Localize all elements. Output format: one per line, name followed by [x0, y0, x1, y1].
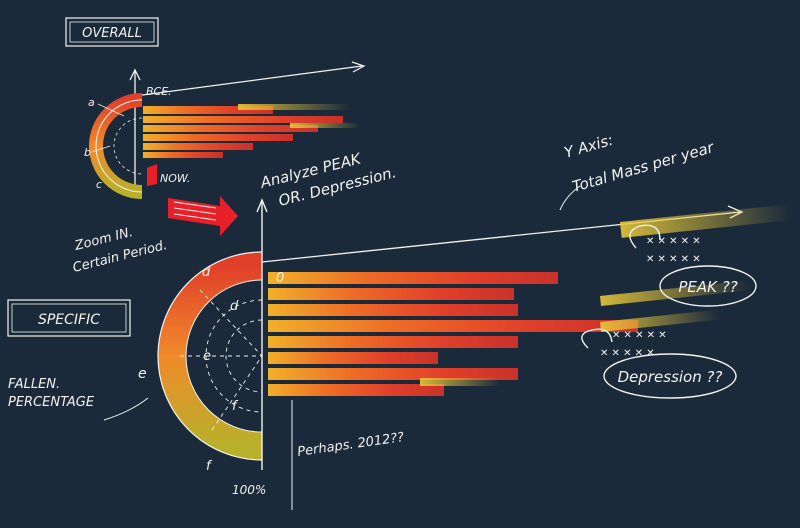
- specific-bar-1: [268, 272, 558, 284]
- specific-sketch: SPECIFIC d d e e f f: [7, 198, 791, 510]
- specific-bar-3: [268, 304, 518, 316]
- depression-callout: ✕ ✕ ✕ ✕ ✕ ✕ ✕ ✕ ✕ ✕ Depression ??: [581, 328, 737, 399]
- overall-letter-b: b: [84, 146, 91, 159]
- peak-bracket: [629, 224, 661, 249]
- peak-oval: [659, 265, 757, 307]
- specific-zero: 0: [276, 271, 284, 286]
- specific-bar-7: [268, 368, 518, 380]
- specific-y-arrow: [256, 198, 268, 213]
- specific-tail-1: [620, 204, 791, 238]
- overall-pointer-b: [91, 145, 111, 153]
- y-axis-line-1: Y Axis:: [562, 131, 615, 162]
- fallen-pointer: [103, 397, 149, 421]
- overall-pointer-a: [97, 103, 125, 117]
- overall-bar-6: [143, 152, 223, 158]
- specific-tail-2: [600, 280, 751, 306]
- peak-marks-1: ✕ ✕ ✕ ✕ ✕: [646, 236, 701, 247]
- overall-bar-1: [143, 106, 273, 114]
- depression-oval: [603, 353, 737, 399]
- overall-arc-outline: [95, 99, 143, 193]
- specific-radius-up: [199, 289, 263, 357]
- specific-arc-dashed: [205, 299, 263, 413]
- specific-tail-3: [600, 309, 721, 332]
- specific-letter-d: d: [202, 265, 211, 280]
- specific-letter-e-outer: e: [138, 366, 147, 382]
- specific-letter-d-inner: d: [230, 299, 239, 314]
- overall-bce-label: BCE.: [146, 85, 172, 98]
- overall-x-axis: [134, 65, 363, 97]
- specific-tail-4: [420, 378, 500, 386]
- overall-title-inner-box: [69, 21, 155, 43]
- fallen-line-1: FALLEN.: [8, 377, 60, 392]
- specific-100pct: 100%: [232, 483, 266, 497]
- depression-bracket: [581, 328, 613, 349]
- specific-title-box: [7, 299, 131, 337]
- specific-title: SPECIFIC: [38, 312, 100, 328]
- overall-title: OVERALL: [82, 26, 142, 41]
- perhaps-label: Perhaps. 2012??: [296, 430, 405, 460]
- overall-bar-tail-2: [290, 123, 360, 128]
- depression-marks-1: ✕ ✕ ✕ ✕ ✕: [612, 330, 667, 341]
- overall-now-marker: [147, 164, 157, 186]
- overall-x-arrow: [351, 61, 366, 73]
- zoom-arrow-hatch: [173, 201, 217, 221]
- overall-bar-tail-1: [238, 104, 350, 110]
- specific-letter-f-outer: f: [206, 459, 213, 474]
- specific-arc: [158, 252, 263, 460]
- specific-arc-outline: [157, 251, 263, 461]
- peak-callout: ✕ ✕ ✕ ✕ ✕ ✕ ✕ ✕ ✕ ✕ PEAK ??: [629, 224, 757, 307]
- y-axis-pointer: [559, 185, 581, 211]
- specific-bar-8: [268, 384, 444, 396]
- overall-arc-inner: [113, 117, 143, 175]
- peak-label: PEAK ??: [678, 278, 737, 296]
- overall-bar-3: [143, 125, 318, 132]
- overall-now-label: NOW.: [160, 172, 190, 185]
- zoom-arrow-shape: [168, 196, 238, 236]
- overall-bar-2: [143, 116, 343, 123]
- specific-bar-6: [268, 352, 438, 364]
- specific-bar-2: [268, 288, 514, 300]
- fallen-line-2: PERCENTAGE: [8, 395, 95, 410]
- depression-marks-2: ✕ ✕ ✕ ✕ ✕: [600, 348, 655, 359]
- overall-letter-c: c: [96, 178, 102, 191]
- specific-letter-f: f: [232, 399, 239, 414]
- zoom-arrow: [168, 196, 238, 236]
- specific-arc-inner-outline: [185, 279, 263, 433]
- depression-label: Depression ??: [618, 368, 723, 386]
- specific-title-inner-box: [11, 303, 127, 333]
- overall-letter-a: a: [88, 96, 95, 109]
- overall-title-box: [65, 17, 159, 47]
- specific-letter-e: e: [203, 349, 211, 364]
- overall-bar-5: [143, 143, 253, 150]
- specific-arc-dashed-inner: [225, 319, 263, 393]
- overall-sketch: OVERALL BCE. NOW. a b c: [65, 17, 366, 199]
- overall-bar-4: [143, 134, 293, 141]
- specific-radius-down: [211, 355, 263, 431]
- overall-y-arrow: [129, 68, 141, 81]
- peak-marks-2: ✕ ✕ ✕ ✕ ✕: [646, 254, 701, 265]
- specific-bar-5: [268, 336, 518, 348]
- specific-bar-4: [268, 320, 638, 332]
